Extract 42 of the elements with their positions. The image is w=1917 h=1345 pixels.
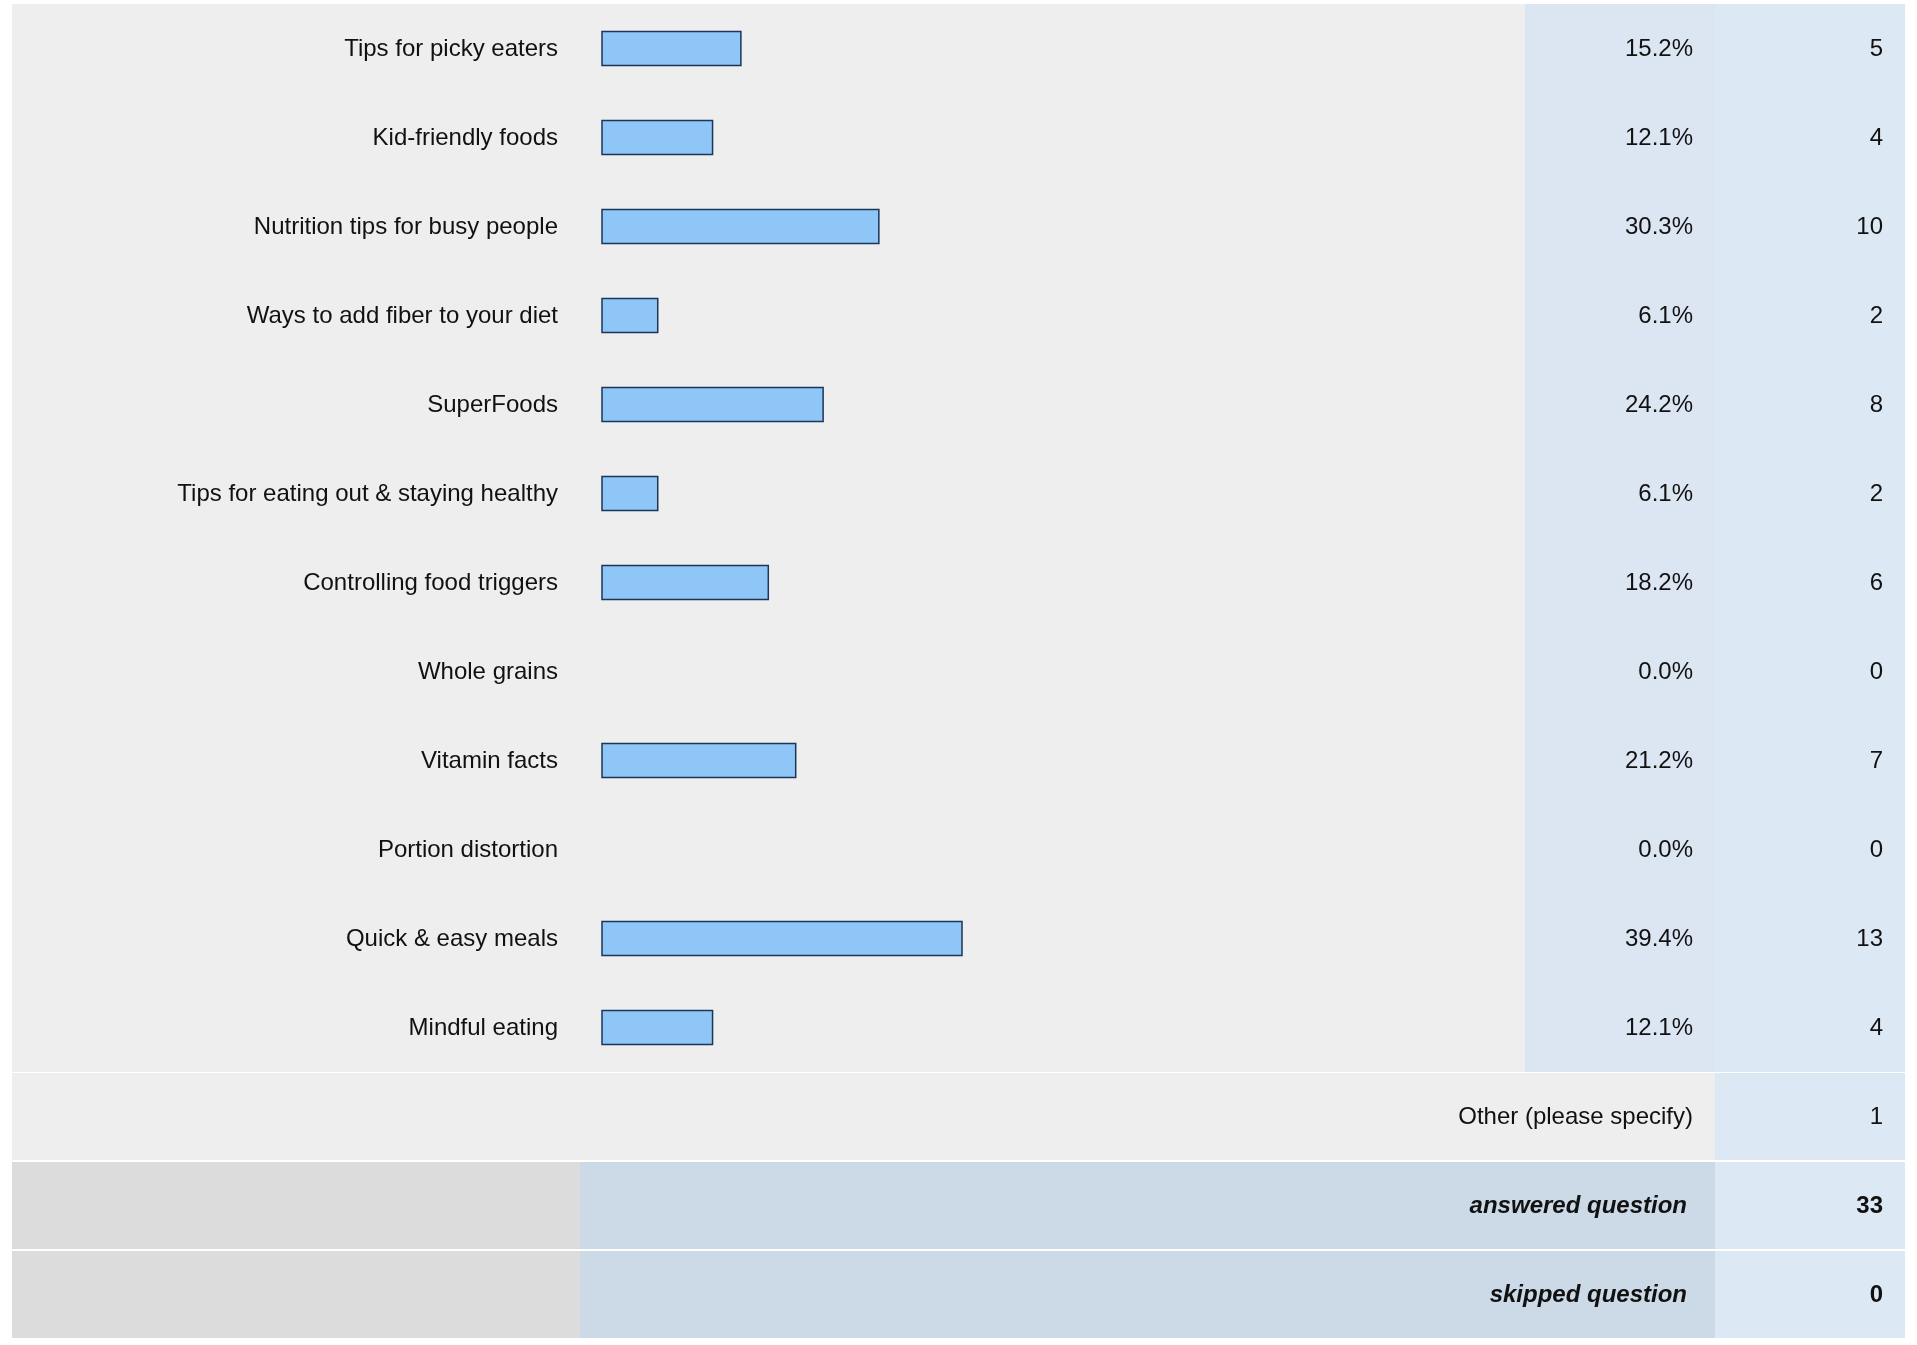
y-tick-label: Quick & easy meals [345, 923, 558, 951]
text: 8 [1869, 389, 1883, 417]
y-tick-label: Ways to add fiber to your diet [246, 300, 559, 328]
text: 0 [1869, 1279, 1883, 1307]
data-label: 12.1% [1624, 122, 1693, 150]
text: 4 [1869, 122, 1883, 150]
text: 5 [1869, 33, 1883, 61]
text: 0 [1869, 656, 1883, 684]
data-label: 12.1% [1624, 1012, 1693, 1040]
text: 7 [1869, 745, 1883, 773]
text: 4 [1869, 1012, 1883, 1040]
data-label: 15.2% [1624, 33, 1693, 61]
data-label: 21.2% [1624, 745, 1693, 773]
data-label: 0.0% [1638, 834, 1693, 862]
data-label: 30.3% [1624, 211, 1693, 239]
data-label: 6.1% [1638, 300, 1693, 328]
y-tick-label: SuperFoods [427, 389, 558, 417]
text: Other (please specify) [1458, 1101, 1693, 1129]
y-tick-label: Tips for eating out & staying healthy [177, 478, 558, 506]
data-label: 39.4% [1624, 923, 1693, 951]
data-label: 24.2% [1624, 389, 1693, 417]
text: 33 [1856, 1190, 1883, 1218]
y-tick-label: Mindful eating [408, 1012, 558, 1040]
y-tick-label: Controlling food triggers [303, 567, 558, 595]
text: answered question [1469, 1190, 1687, 1218]
text: 2 [1869, 478, 1883, 506]
data-label: 18.2% [1624, 567, 1693, 595]
y-tick-label: Vitamin facts [421, 745, 558, 773]
text: 13 [1856, 923, 1883, 951]
y-tick-label: Nutrition tips for busy people [253, 211, 558, 239]
text: 6 [1869, 567, 1883, 595]
y-tick-label: Whole grains [417, 656, 558, 684]
data-label: 6.1% [1638, 478, 1693, 506]
text: 10 [1856, 211, 1883, 239]
text: 0 [1869, 834, 1883, 862]
y-tick-label: Portion distortion [377, 834, 558, 862]
text: 1 [1869, 1101, 1883, 1129]
data-label: 0.0% [1638, 656, 1693, 684]
y-tick-label: Tips for picky eaters [344, 33, 558, 61]
text: skipped question [1489, 1279, 1687, 1307]
y-tick-label: Kid-friendly foods [372, 122, 558, 150]
text: 2 [1869, 300, 1883, 328]
